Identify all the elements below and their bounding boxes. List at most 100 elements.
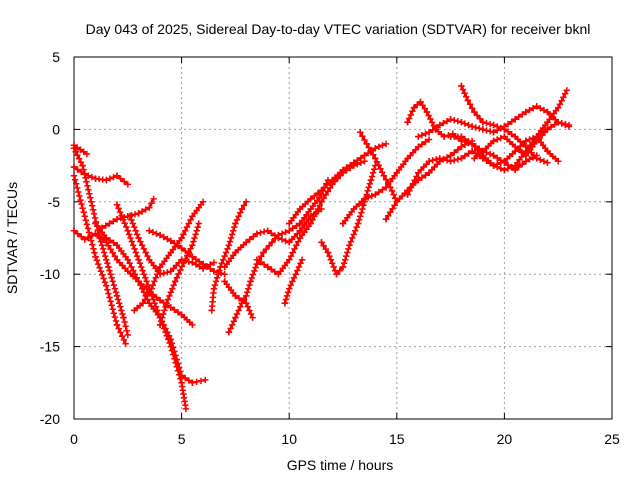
data-point [458, 82, 465, 90]
data-point [468, 123, 476, 130]
data-point [544, 147, 551, 155]
data-point [511, 162, 519, 169]
data-point [307, 205, 314, 213]
data-point [146, 227, 153, 234]
data-point [210, 268, 218, 275]
data-series [70, 82, 573, 413]
data-point [296, 205, 304, 213]
data-point [199, 260, 207, 268]
data-point [425, 129, 433, 136]
data-point [361, 158, 368, 165]
data-point [286, 239, 293, 246]
data-point [350, 159, 357, 166]
series-arc-16 [221, 278, 256, 321]
x-tick-label: 25 [604, 431, 620, 447]
series-arc-8 [113, 201, 190, 413]
data-point [225, 242, 233, 249]
data-point [458, 155, 465, 162]
data-point [253, 256, 261, 263]
y-tick-label: -5 [48, 194, 61, 210]
data-point [135, 234, 142, 242]
data-point [70, 172, 78, 179]
data-point [479, 118, 487, 126]
data-point [522, 108, 530, 116]
data-point [522, 143, 530, 150]
data-point [156, 231, 164, 239]
data-point [232, 249, 239, 256]
data-point [135, 278, 142, 285]
data-point [490, 162, 497, 169]
data-point [210, 259, 218, 266]
data-point [425, 169, 433, 177]
data-point [70, 227, 78, 234]
data-point [113, 201, 121, 208]
data-point [354, 220, 362, 227]
data-point [417, 98, 424, 106]
data-point [178, 234, 185, 242]
data-point [122, 340, 129, 347]
data-point [357, 129, 364, 136]
data-point [296, 234, 304, 242]
data-point [511, 116, 519, 123]
data-point [555, 158, 562, 165]
data-point [167, 304, 175, 311]
data-point [189, 213, 196, 220]
data-point [221, 271, 228, 278]
y-tick-labels: 5 0 -5 -10 -15 -20 [40, 49, 60, 427]
data-point [113, 215, 121, 223]
data-point [501, 126, 508, 133]
data-point [264, 227, 271, 234]
data-point [501, 159, 508, 166]
data-point [286, 227, 293, 234]
data-point [124, 268, 131, 275]
data-point [202, 376, 209, 384]
data-point [533, 137, 540, 145]
data-point [77, 146, 84, 153]
data-point [544, 108, 551, 116]
data-point [393, 169, 400, 177]
data-point [490, 152, 497, 159]
x-tick-label: 10 [281, 431, 297, 447]
data-point [281, 299, 289, 307]
data-point [292, 271, 299, 278]
data-point [81, 213, 88, 220]
data-point [286, 285, 293, 292]
data-point [436, 121, 444, 129]
data-point [425, 136, 433, 143]
data-point [124, 181, 131, 188]
data-point [415, 133, 422, 140]
y-tick-label: -15 [40, 339, 60, 355]
data-point [242, 299, 250, 307]
series-arc-29 [471, 118, 573, 162]
data-point [346, 242, 353, 249]
y-axis-label: SDTVAR / TECUs [4, 182, 20, 294]
data-point [135, 210, 142, 217]
data-point [70, 145, 78, 152]
data-point [361, 152, 368, 159]
chart-title: Day 043 of 2025, Sidereal Day-to-day VTE… [86, 21, 591, 37]
data-point [468, 147, 476, 155]
data-point [88, 198, 95, 205]
data-point [275, 234, 282, 242]
data-point [490, 129, 497, 136]
data-point [458, 133, 465, 140]
data-point [189, 259, 196, 266]
data-point [471, 155, 478, 162]
data-point [210, 285, 218, 292]
data-point [318, 239, 325, 246]
data-point [156, 271, 164, 278]
data-point [363, 140, 370, 148]
data-point [167, 343, 175, 350]
data-point [178, 244, 185, 252]
data-point [232, 292, 239, 300]
plot-frame [73, 56, 613, 420]
data-point [565, 121, 573, 129]
data-point [380, 172, 388, 179]
data-point [339, 220, 347, 227]
data-point [372, 155, 379, 162]
data-point [268, 239, 276, 246]
y-tick-label: -10 [40, 266, 60, 282]
data-point [555, 118, 562, 126]
data-point [92, 253, 99, 261]
